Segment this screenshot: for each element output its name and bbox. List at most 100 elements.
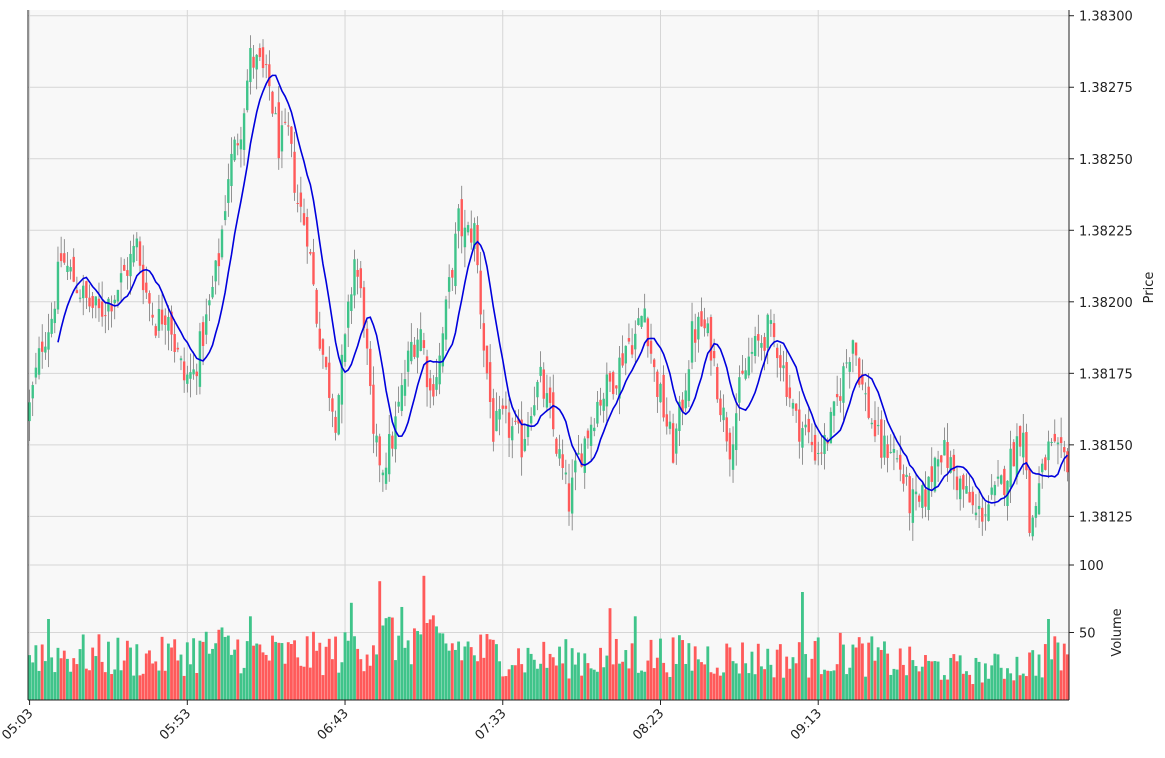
price-tick-label: 1.38175	[1079, 367, 1133, 382]
volume-bar	[1015, 656, 1019, 700]
volume-bar	[778, 644, 782, 700]
volume-bar	[176, 660, 180, 700]
volume-bar	[744, 663, 748, 700]
volume-bar	[766, 648, 770, 700]
volume-bar	[305, 636, 309, 700]
candle-body	[343, 334, 347, 362]
volume-bar	[255, 643, 259, 700]
volume-bar	[567, 678, 571, 700]
volume-bar	[170, 647, 173, 700]
volume-bar	[595, 671, 599, 700]
volume-bar	[217, 629, 221, 700]
candle-body	[889, 451, 892, 453]
volume-bar	[526, 647, 530, 700]
candle-body	[835, 394, 839, 398]
volume-bar	[107, 641, 110, 700]
price-tick-label: 1.38275	[1079, 81, 1133, 96]
volume-bar	[924, 655, 927, 700]
volume-bar	[129, 647, 132, 700]
candle-body	[34, 367, 38, 378]
volume-bar	[148, 650, 151, 700]
candle-body	[757, 334, 760, 341]
volume-bar	[62, 650, 66, 700]
candle-body	[529, 416, 533, 424]
volume-bar	[819, 674, 823, 700]
volume-bar	[293, 640, 296, 700]
volume-bar	[40, 644, 44, 700]
volume-bar	[513, 665, 517, 700]
volume-bar	[980, 682, 984, 700]
candle-body	[1015, 436, 1019, 478]
candle-body	[996, 476, 1000, 479]
candle-body	[722, 407, 725, 421]
candle-body	[842, 366, 845, 403]
candle-body	[328, 362, 331, 398]
volume-bar	[558, 646, 561, 700]
volume-bar	[138, 675, 142, 700]
volume-bar	[548, 653, 552, 700]
candle-body	[113, 299, 116, 304]
volume-bar	[643, 671, 647, 700]
candle-body	[523, 438, 527, 451]
candle-body	[731, 444, 735, 470]
candle-body	[186, 374, 189, 384]
candle-body	[602, 398, 605, 411]
volume-bar	[1002, 678, 1006, 700]
candle-body	[261, 47, 265, 69]
candle-body	[425, 356, 429, 388]
volume-bar	[1037, 654, 1041, 700]
volume-bar	[166, 643, 170, 700]
candle-body	[271, 91, 274, 114]
candle-body	[798, 409, 801, 442]
volume-bar	[157, 670, 161, 700]
volume-bar	[409, 664, 413, 700]
volume-bar	[586, 663, 590, 700]
volume-bar	[327, 638, 331, 700]
candle-body	[993, 484, 997, 496]
candle-body	[454, 233, 457, 287]
volume-bar	[466, 641, 470, 700]
candle-body	[438, 355, 441, 385]
volume-bar	[378, 581, 382, 700]
volume-bar	[72, 658, 76, 700]
volume-bar	[1047, 619, 1050, 700]
volume-bar	[403, 647, 407, 700]
volume-bar	[252, 645, 255, 700]
volume-bar	[135, 644, 139, 700]
volume-bar	[1056, 642, 1060, 700]
candle-body	[659, 383, 662, 403]
candle-body	[447, 277, 451, 292]
volume-bar	[444, 643, 448, 700]
candle-body	[170, 311, 173, 335]
candle-body	[135, 238, 139, 248]
candle-body	[892, 448, 896, 453]
volume-bar	[94, 656, 98, 700]
volume-bar	[485, 634, 489, 700]
volume-bar	[75, 664, 79, 700]
volume-bar	[510, 665, 514, 700]
volume-bar	[368, 665, 372, 700]
volume-bar	[28, 655, 31, 700]
candle-body	[312, 252, 315, 285]
volume-bar	[539, 663, 543, 700]
candle-body	[561, 454, 564, 468]
candle-body	[899, 454, 902, 470]
candle-body	[346, 301, 350, 328]
volume-bar	[532, 659, 536, 700]
volume-bar	[1012, 680, 1016, 700]
volume-bar	[842, 644, 845, 700]
candle-body	[703, 319, 706, 329]
candle-body	[223, 211, 227, 221]
candle-body	[249, 48, 252, 83]
volume-bar	[879, 649, 883, 700]
candle-body	[646, 318, 650, 347]
candle-body	[763, 337, 766, 351]
volume-bar	[952, 654, 956, 700]
volume-bar	[365, 654, 369, 700]
volume-bar	[204, 631, 208, 700]
volume-bar	[1018, 675, 1022, 700]
candle-body	[258, 48, 262, 58]
candle-body	[873, 420, 877, 437]
volume-bar	[173, 639, 177, 700]
candle-body	[318, 328, 321, 349]
